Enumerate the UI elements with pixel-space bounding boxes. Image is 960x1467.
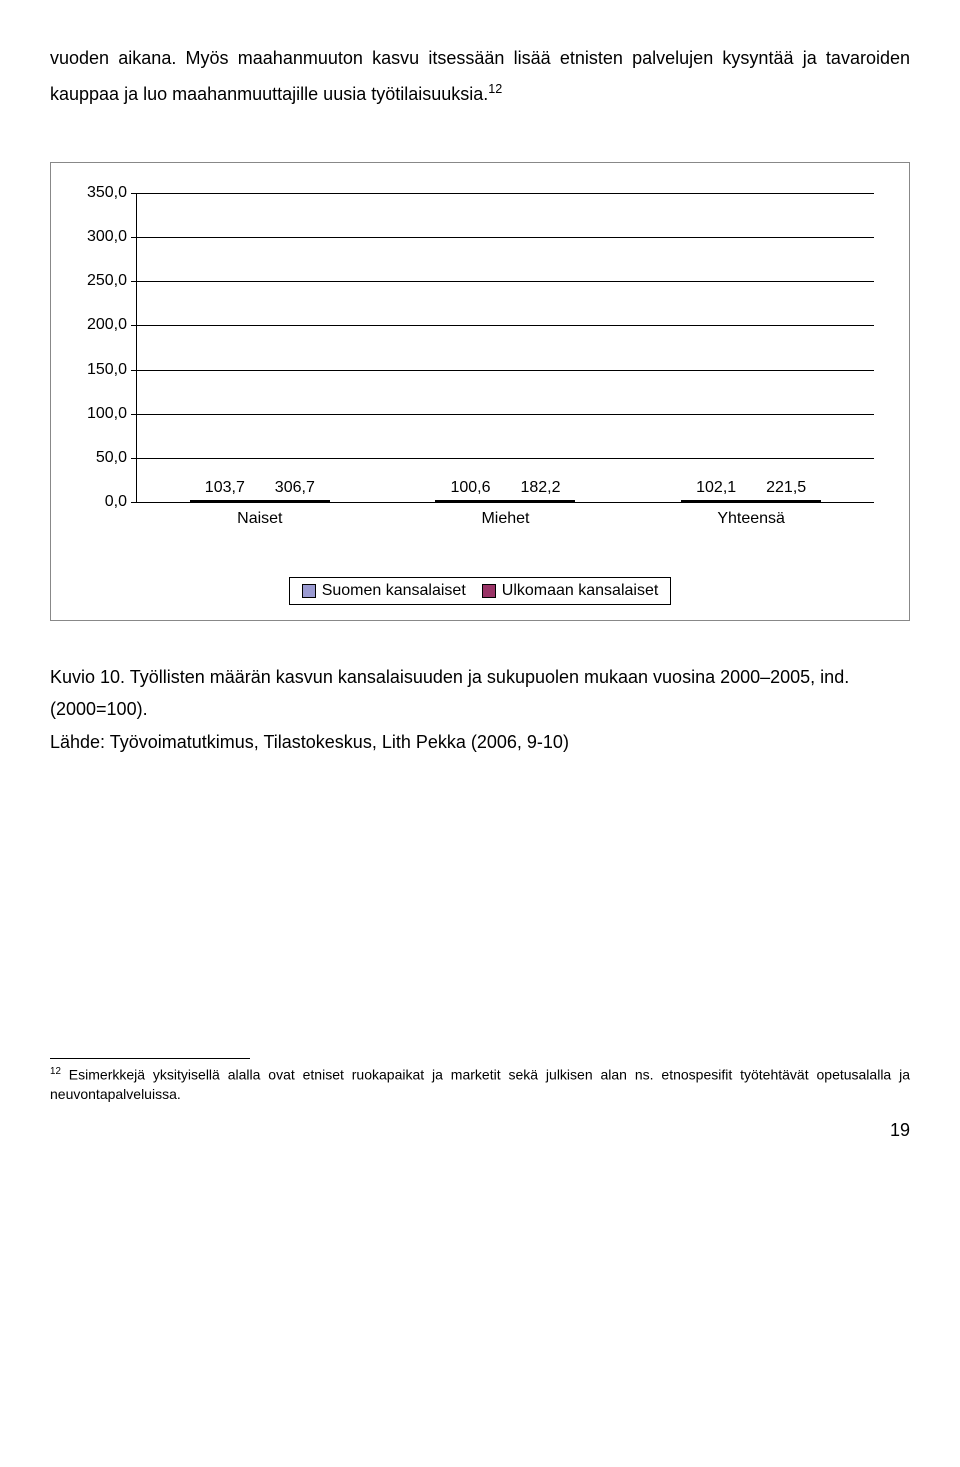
y-axis-label: 100,0 (87, 405, 127, 423)
footnote-num: 12 (50, 1066, 61, 1077)
bar: 102,1 (681, 500, 751, 502)
bar-value-label: 221,5 (766, 479, 806, 497)
bar-value-label: 103,7 (205, 479, 245, 497)
gridline (137, 237, 874, 238)
page-number: 19 (50, 1120, 910, 1141)
bar: 182,2 (505, 500, 575, 502)
y-axis-label: 150,0 (87, 361, 127, 379)
gridline (137, 325, 874, 326)
legend-item-ulkomaan: Ulkomaan kansalaiset (482, 582, 659, 600)
chart-inner: 103,7306,7Naiset100,6182,2Miehet102,1221… (76, 183, 884, 563)
x-axis-label: Miehet (481, 510, 529, 528)
bars-layer: 103,7306,7Naiset100,6182,2Miehet102,1221… (137, 193, 874, 502)
bar-value-label: 100,6 (450, 479, 490, 497)
chart-legend: Suomen kansalaiset Ulkomaan kansalaiset (289, 577, 672, 605)
intro-paragraph: vuoden aikana. Myös maahanmuuton kasvu i… (50, 40, 910, 112)
y-tick (131, 281, 137, 282)
bar-value-label: 102,1 (696, 479, 736, 497)
bar-group: 103,7306,7Naiset (190, 500, 330, 502)
y-axis-label: 300,0 (87, 228, 127, 246)
x-axis-label: Yhteensä (717, 510, 785, 528)
plot-area: 103,7306,7Naiset100,6182,2Miehet102,1221… (136, 193, 874, 503)
y-tick (131, 325, 137, 326)
footnote-separator (50, 1058, 250, 1059)
gridline (137, 370, 874, 371)
bar: 306,7 (260, 500, 330, 502)
intro-text: vuoden aikana. Myös maahanmuuton kasvu i… (50, 48, 910, 104)
legend-label-suomen: Suomen kansalaiset (322, 582, 466, 600)
gridline (137, 458, 874, 459)
bar: 103,7 (190, 500, 260, 502)
y-axis-label: 50,0 (96, 449, 127, 467)
bar: 221,5 (751, 500, 821, 502)
legend-swatch-suomen (302, 584, 316, 598)
footnote-12: 12 Esimerkkejä yksityisellä alalla ovat … (50, 1065, 910, 1105)
chart-caption: Kuvio 10. Työllisten määrän kasvun kansa… (50, 661, 910, 758)
bar-value-label: 182,2 (520, 479, 560, 497)
y-tick (131, 502, 137, 503)
bar-value-label: 306,7 (275, 479, 315, 497)
y-tick (131, 414, 137, 415)
y-tick (131, 458, 137, 459)
caption-line2: Lähde: Työvoimatutkimus, Tilastokeskus, … (50, 732, 569, 752)
footnote-text: Esimerkkejä yksityisellä alalla ovat etn… (50, 1067, 910, 1103)
legend-swatch-ulkomaan (482, 584, 496, 598)
y-axis-label: 350,0 (87, 184, 127, 202)
caption-line1: Kuvio 10. Työllisten määrän kasvun kansa… (50, 667, 849, 719)
bar: 100,6 (435, 500, 505, 502)
y-tick (131, 193, 137, 194)
legend-label-ulkomaan: Ulkomaan kansalaiset (502, 582, 659, 600)
y-tick (131, 370, 137, 371)
legend-item-suomen: Suomen kansalaiset (302, 582, 466, 600)
bar-group: 100,6182,2Miehet (435, 500, 575, 502)
y-tick (131, 237, 137, 238)
gridline (137, 193, 874, 194)
gridline (137, 281, 874, 282)
y-axis-label: 250,0 (87, 272, 127, 290)
bar-chart: 103,7306,7Naiset100,6182,2Miehet102,1221… (50, 162, 910, 621)
x-axis-label: Naiset (237, 510, 282, 528)
bar-group: 102,1221,5Yhteensä (681, 500, 821, 502)
footnote-ref-12: 12 (488, 82, 502, 96)
y-axis-label: 0,0 (105, 493, 127, 511)
y-axis-label: 200,0 (87, 316, 127, 334)
gridline (137, 414, 874, 415)
